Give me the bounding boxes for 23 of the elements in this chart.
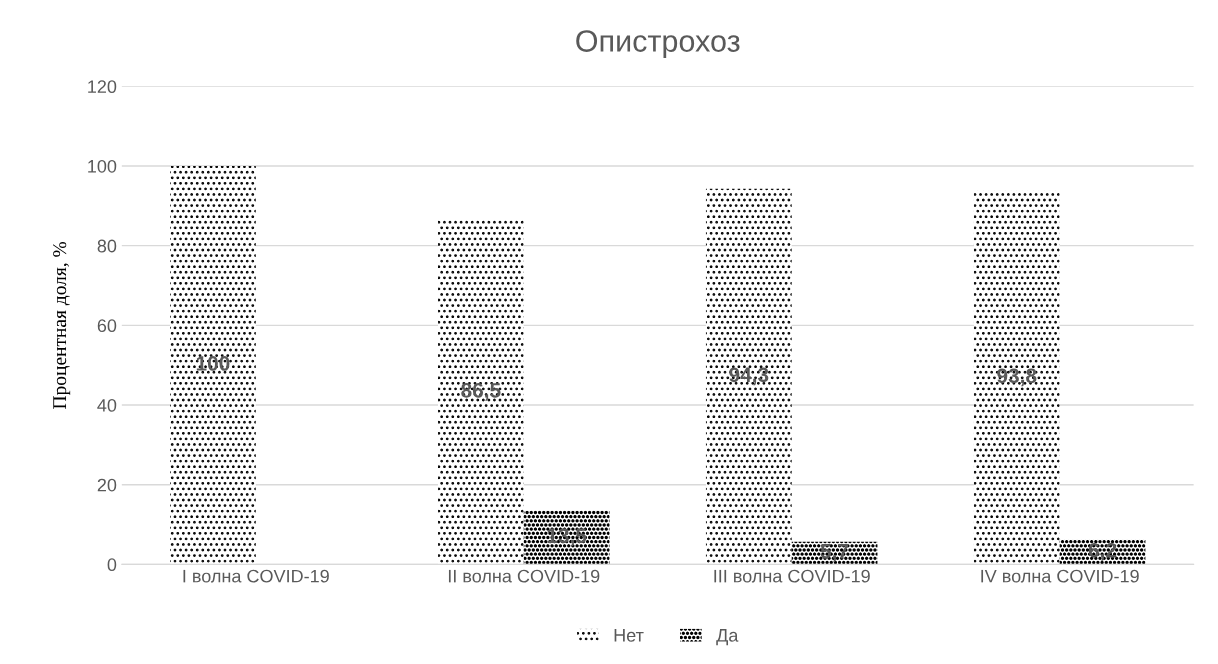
bar: [523, 510, 610, 565]
y-tick-label: 0: [107, 558, 117, 572]
bar: [705, 188, 792, 565]
x-tick-label: II волна COVID-19: [448, 569, 600, 583]
y-tick-label: 100: [88, 159, 117, 173]
x-tick-label: III волна COVID-19: [714, 569, 870, 583]
y-tick-label: 20: [97, 478, 117, 492]
chart-title: Опистрохоз: [576, 30, 740, 58]
y-tick-label: 80: [97, 239, 117, 253]
data-label: 5,7: [820, 544, 849, 562]
y-tick-label: 40: [97, 398, 117, 412]
y-axis-title: Процентная доля, %: [53, 241, 71, 409]
legend-label: Нет: [614, 629, 644, 642]
data-label: 13,5: [547, 528, 587, 547]
y-tick-label: 120: [88, 80, 117, 94]
y-tick-label: 60: [97, 319, 117, 333]
bar: [973, 190, 1060, 565]
data-label: 6,2: [1088, 542, 1117, 561]
x-tick-label: I волна COVID-19: [183, 569, 329, 583]
x-tick-label: IV волна COVID-19: [981, 569, 1139, 583]
bar: [170, 166, 256, 565]
legend-label: Да: [716, 629, 739, 646]
bar: [437, 219, 524, 565]
